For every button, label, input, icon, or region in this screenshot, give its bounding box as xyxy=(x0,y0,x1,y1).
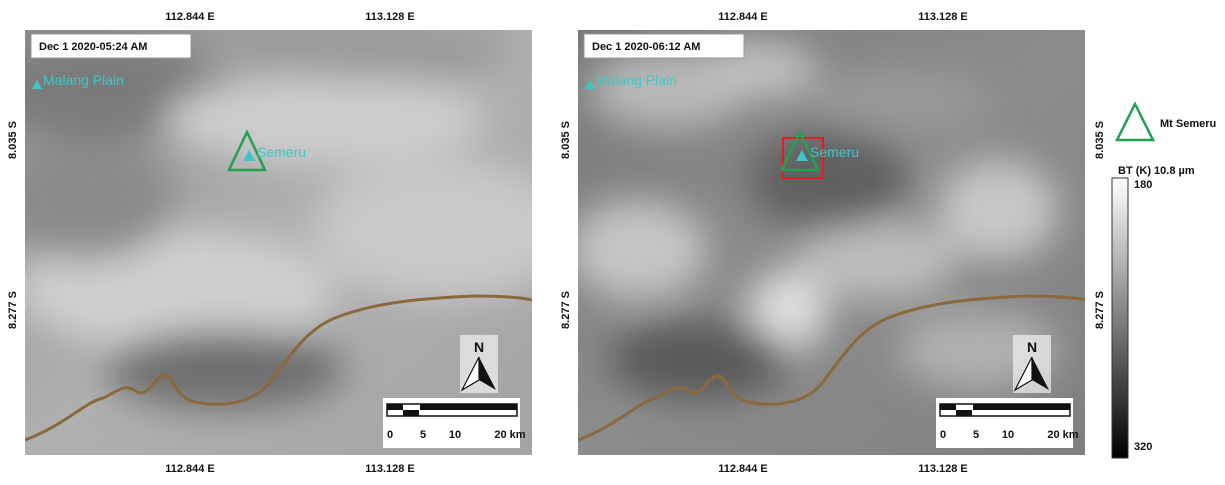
scale-segment xyxy=(956,410,972,416)
panel: Dec 1 2020-06:12 AM Malang Plain Semeru N 0 5… xyxy=(560,11,1106,475)
lat-label: 8.035 S xyxy=(7,121,19,159)
legend-label: Mt Semeru xyxy=(1160,118,1216,130)
lat-label: 8.277 S xyxy=(7,291,19,329)
cloud xyxy=(608,320,788,400)
cloud xyxy=(938,160,1058,260)
scale-label: 5 xyxy=(420,429,426,441)
lon-label-top: 112.844 E xyxy=(165,11,215,23)
lon-label-bottom: 113.128 E xyxy=(365,463,415,475)
semeru-marker xyxy=(1117,104,1153,140)
colorbar-min: 180 xyxy=(1134,179,1152,191)
lat-label: 8.035 S xyxy=(1094,121,1106,159)
lon-label-top: 113.128 E xyxy=(365,11,415,23)
scale-segment xyxy=(387,404,403,410)
map-image: Dec 1 2020-05:24 AM Malang Plain Semeru N 0 5… xyxy=(0,20,575,455)
place-label: Malang Plain xyxy=(43,72,124,88)
place-label: Semeru xyxy=(810,144,859,160)
scale-segment xyxy=(452,404,517,410)
colorbar xyxy=(1112,178,1128,458)
cloud xyxy=(105,330,345,410)
lat-label: 8.035 S xyxy=(560,121,572,159)
scale-label: 5 xyxy=(973,429,979,441)
place-label: Malang Plain xyxy=(596,72,677,88)
cloud xyxy=(568,200,708,300)
lon-label-bottom: 112.844 E xyxy=(718,463,768,475)
scale-label: 20 km xyxy=(494,429,525,441)
scale-label: 10 xyxy=(1002,429,1014,441)
colorbar-max: 320 xyxy=(1134,441,1152,453)
scale-segment xyxy=(1005,404,1070,410)
cloud xyxy=(798,220,958,300)
cloud xyxy=(165,75,485,165)
cloud xyxy=(0,140,175,260)
scale-label: 10 xyxy=(449,429,461,441)
north-label: N xyxy=(1027,339,1037,355)
figure: Dec 1 2020-05:24 AM Malang Plain Semeru N 0 5… xyxy=(0,0,1225,480)
scale-label: 0 xyxy=(940,429,946,441)
scale-segment xyxy=(403,410,419,416)
scale-segment xyxy=(420,404,452,410)
scale-label: 0 xyxy=(387,429,393,441)
cloud xyxy=(235,20,515,80)
lat-label: 8.277 S xyxy=(1094,291,1106,329)
scale-segment xyxy=(940,404,956,410)
scale-segment xyxy=(973,404,1005,410)
timestamp: Dec 1 2020-05:24 AM xyxy=(39,41,147,53)
lon-label-bottom: 113.128 E xyxy=(918,463,968,475)
panel: Dec 1 2020-05:24 AM Malang Plain Semeru N 0 5… xyxy=(0,11,575,475)
lon-label-bottom: 112.844 E xyxy=(165,463,215,475)
map-image: Dec 1 2020-06:12 AM Malang Plain Semeru N 0 5… xyxy=(568,30,1085,455)
lat-label: 8.277 S xyxy=(560,291,572,329)
place-label: Semeru xyxy=(257,144,306,160)
lon-label-top: 113.128 E xyxy=(918,11,968,23)
lon-label-top: 112.844 E xyxy=(718,11,768,23)
north-label: N xyxy=(474,339,484,355)
scale-label: 20 km xyxy=(1047,429,1078,441)
cloud xyxy=(315,160,575,300)
cloud xyxy=(808,70,988,130)
legend: Mt Semeru BT (K) 10.8 µm 180 320 xyxy=(1112,104,1216,458)
timestamp: Dec 1 2020-06:12 AM xyxy=(592,41,700,53)
colorbar-title: BT (K) 10.8 µm xyxy=(1118,165,1195,177)
